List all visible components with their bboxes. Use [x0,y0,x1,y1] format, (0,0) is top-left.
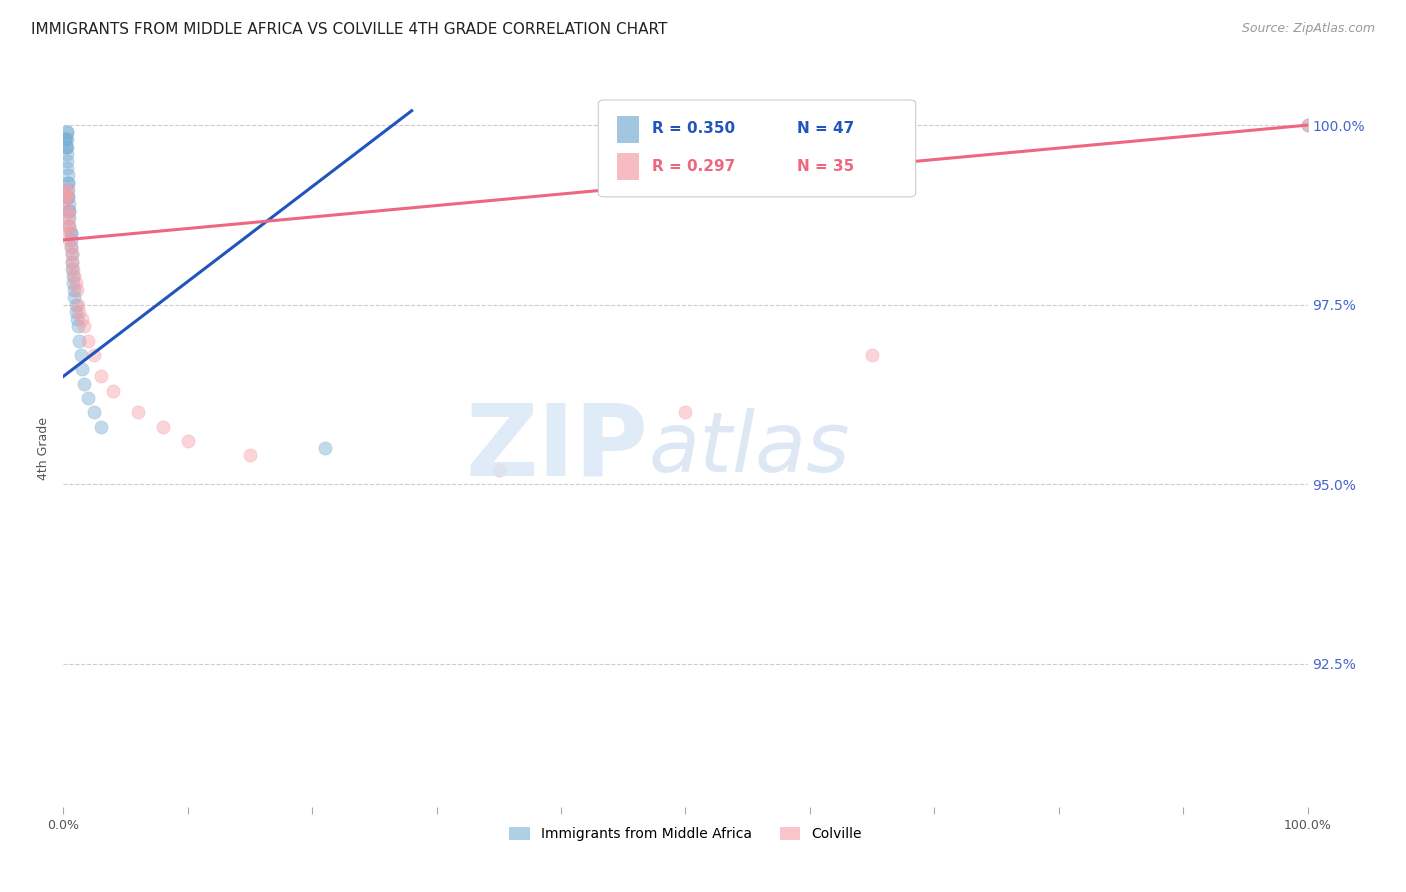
Point [58,204,80,219]
Point [60,247,83,261]
Point [127,405,149,419]
Point [58,226,80,240]
Point [55,190,77,204]
Text: R = 0.350: R = 0.350 [652,121,735,136]
Point [59,240,82,254]
Point [59,240,82,254]
Point [239,449,262,463]
Point [63,290,86,304]
Point [53,190,76,204]
Point [152,419,174,434]
Text: atlas: atlas [648,408,849,489]
Point [177,434,200,448]
Point [56,154,79,169]
Point [60,254,83,268]
Text: N = 35: N = 35 [797,159,855,174]
FancyBboxPatch shape [617,116,640,143]
Point [58,219,80,233]
Point [65,276,87,290]
Point [56,139,79,153]
Point [77,334,100,348]
Point [58,176,80,190]
Point [101,384,124,398]
Point [90,419,112,434]
Point [69,305,91,319]
Point [60,254,83,268]
Text: ZIP: ZIP [465,400,648,497]
Legend: Immigrants from Middle Africa, Colville: Immigrants from Middle Africa, Colville [503,822,868,847]
Point [66,283,89,297]
Point [58,204,80,219]
Text: Source: ZipAtlas.com: Source: ZipAtlas.com [1241,22,1375,36]
Point [53,132,76,146]
Point [70,362,93,376]
Point [56,146,79,161]
Point [58,219,80,233]
Point [62,276,84,290]
Point [73,376,96,391]
Point [65,298,87,312]
Point [67,319,90,334]
Point [58,211,80,226]
Point [56,132,79,146]
Text: IMMIGRANTS FROM MIDDLE AFRICA VS COLVILLE 4TH GRADE CORRELATION CHART: IMMIGRANTS FROM MIDDLE AFRICA VS COLVILL… [31,22,668,37]
Text: N = 47: N = 47 [797,121,855,136]
Point [55,139,77,153]
Point [62,268,84,283]
Point [60,247,83,261]
Point [73,319,96,334]
Point [59,226,82,240]
Point [56,183,79,197]
Point [58,190,80,204]
Point [77,391,100,405]
FancyBboxPatch shape [599,100,915,197]
Point [58,176,80,190]
Point [63,268,86,283]
Point [58,190,80,204]
Point [53,132,76,146]
Point [58,233,80,247]
Point [1296,118,1319,132]
Point [56,161,79,176]
Point [59,233,82,247]
Point [314,442,336,456]
Point [55,139,77,153]
Point [55,183,77,197]
Point [65,305,87,319]
Point [63,283,86,297]
Point [67,298,90,312]
Point [83,348,105,362]
Point [675,405,697,419]
Y-axis label: 4th Grade: 4th Grade [37,417,51,480]
Point [860,348,883,362]
Point [1296,118,1319,132]
Point [56,190,79,204]
Point [56,204,79,219]
Point [56,125,79,139]
Point [58,197,80,211]
Point [60,261,83,276]
Point [62,261,84,276]
Point [70,312,93,326]
Point [83,405,105,419]
Point [59,226,82,240]
Point [69,334,91,348]
Point [56,125,79,139]
Point [58,219,80,233]
Point [58,211,80,226]
Point [90,369,112,384]
FancyBboxPatch shape [617,153,640,180]
Point [58,204,80,219]
Text: R = 0.297: R = 0.297 [652,159,735,174]
Point [55,132,77,146]
Point [69,348,91,362]
Point [488,463,510,477]
Point [58,183,80,197]
Point [58,169,80,183]
Point [66,312,89,326]
